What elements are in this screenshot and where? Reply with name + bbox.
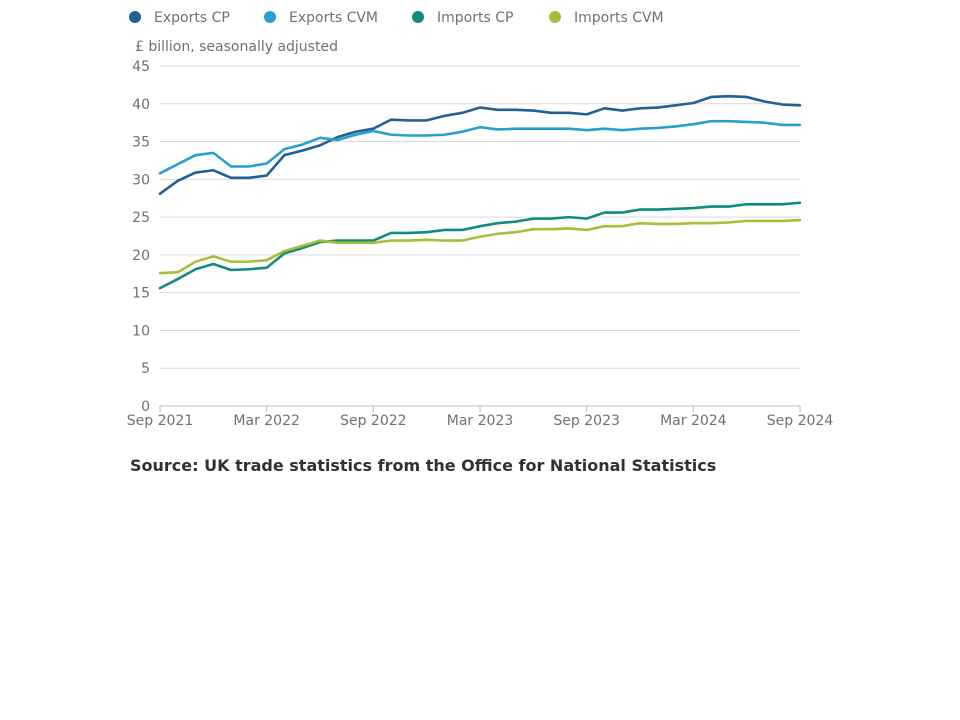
y-tick-label: 15: [132, 286, 150, 302]
x-tick-label: Mar 2024: [660, 413, 727, 429]
x-tick-label: Sep 2023: [553, 413, 619, 429]
x-tick-label: Sep 2024: [767, 413, 834, 429]
source-note: Source: UK trade statistics from the Off…: [130, 456, 717, 475]
legend-swatch: [412, 11, 424, 23]
series-line-imports-cp: [158, 201, 802, 290]
legend-label: Exports CP: [154, 10, 230, 26]
series-line-exports-cp: [158, 94, 802, 195]
x-tick-label: Mar 2022: [233, 413, 300, 429]
legend: Exports CP Exports CVM Imports CP Imports C…: [129, 10, 664, 26]
x-axis-ticks: Sep 2021 Mar 2022 Sep 2022 Mar 2023 Sep 2023…: [127, 406, 834, 429]
legend-label: Imports CVM: [574, 10, 664, 26]
chart-canvas: Exports CP Exports CVM Imports CP Imports C…: [127, 10, 834, 429]
series-lines: [158, 94, 802, 290]
x-tick-label: Sep 2022: [340, 413, 406, 429]
y-axis-unit-label: £ billion, seasonally adjusted: [135, 39, 338, 55]
x-tick-label: Sep 2021: [127, 413, 193, 429]
y-tick-label: 25: [132, 210, 150, 226]
legend-swatch: [129, 11, 141, 23]
y-tick-label: 35: [132, 135, 150, 151]
y-tick-label: 5: [141, 361, 150, 377]
gridlines: [160, 65, 800, 369]
y-tick-label: 0: [141, 399, 150, 415]
y-tick-label: 30: [132, 172, 150, 188]
y-tick-label: 20: [132, 248, 150, 264]
x-tick-label: Mar 2023: [447, 413, 514, 429]
legend-swatch: [264, 11, 276, 23]
y-tick-label: 40: [132, 97, 150, 113]
y-tick-label: 45: [132, 59, 150, 75]
series-line-imports-cvm: [158, 218, 802, 275]
legend-swatch: [549, 11, 561, 23]
legend-label: Imports CP: [437, 10, 513, 26]
line-chart: Exports CP Exports CVM Imports CP Imports C…: [127, 10, 834, 429]
legend-label: Exports CVM: [289, 10, 378, 26]
y-axis-ticks: 0 5 10 15 20 25 30 35 40 45: [132, 59, 150, 415]
y-tick-label: 10: [132, 323, 150, 339]
series-line-exports-cvm: [158, 119, 802, 175]
